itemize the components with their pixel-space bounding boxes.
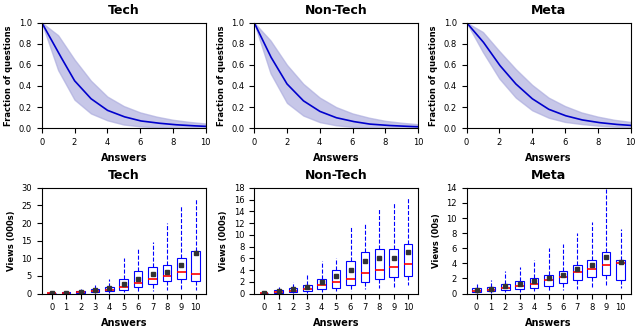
PathPatch shape (275, 290, 283, 293)
Y-axis label: Views (000s): Views (000s) (7, 210, 16, 271)
Title: Non-Tech: Non-Tech (305, 4, 367, 17)
PathPatch shape (360, 252, 369, 282)
PathPatch shape (559, 271, 567, 283)
Title: Tech: Tech (108, 169, 140, 183)
X-axis label: Answers: Answers (525, 152, 572, 163)
PathPatch shape (91, 289, 99, 292)
X-axis label: Answers: Answers (100, 152, 147, 163)
PathPatch shape (573, 265, 582, 280)
Y-axis label: Views (000s): Views (000s) (219, 210, 228, 271)
X-axis label: Answers: Answers (525, 318, 572, 328)
PathPatch shape (317, 279, 326, 290)
PathPatch shape (544, 275, 553, 286)
PathPatch shape (303, 285, 312, 291)
PathPatch shape (134, 271, 143, 287)
Y-axis label: Fraction of questions: Fraction of questions (429, 25, 438, 125)
PathPatch shape (389, 249, 398, 277)
X-axis label: Answers: Answers (100, 318, 147, 328)
PathPatch shape (588, 260, 596, 277)
Y-axis label: Fraction of questions: Fraction of questions (4, 25, 13, 125)
X-axis label: Answers: Answers (313, 318, 360, 328)
Title: Meta: Meta (531, 4, 566, 17)
PathPatch shape (105, 287, 114, 291)
PathPatch shape (62, 292, 70, 293)
PathPatch shape (472, 288, 481, 292)
PathPatch shape (404, 244, 412, 276)
PathPatch shape (515, 282, 524, 289)
PathPatch shape (501, 284, 509, 290)
PathPatch shape (375, 249, 383, 279)
Title: Meta: Meta (531, 169, 566, 183)
PathPatch shape (191, 251, 200, 281)
X-axis label: Answers: Answers (313, 152, 360, 163)
Y-axis label: Fraction of questions: Fraction of questions (216, 25, 225, 125)
PathPatch shape (177, 258, 186, 280)
PathPatch shape (289, 288, 297, 292)
Title: Non-Tech: Non-Tech (305, 169, 367, 183)
PathPatch shape (148, 267, 157, 284)
PathPatch shape (602, 252, 611, 275)
PathPatch shape (120, 280, 128, 290)
PathPatch shape (76, 291, 85, 293)
Title: Tech: Tech (108, 4, 140, 17)
Y-axis label: Views (00s): Views (00s) (432, 213, 441, 268)
PathPatch shape (163, 265, 172, 281)
PathPatch shape (486, 287, 495, 291)
PathPatch shape (616, 260, 625, 280)
PathPatch shape (530, 279, 538, 288)
PathPatch shape (332, 270, 340, 288)
PathPatch shape (346, 261, 355, 285)
